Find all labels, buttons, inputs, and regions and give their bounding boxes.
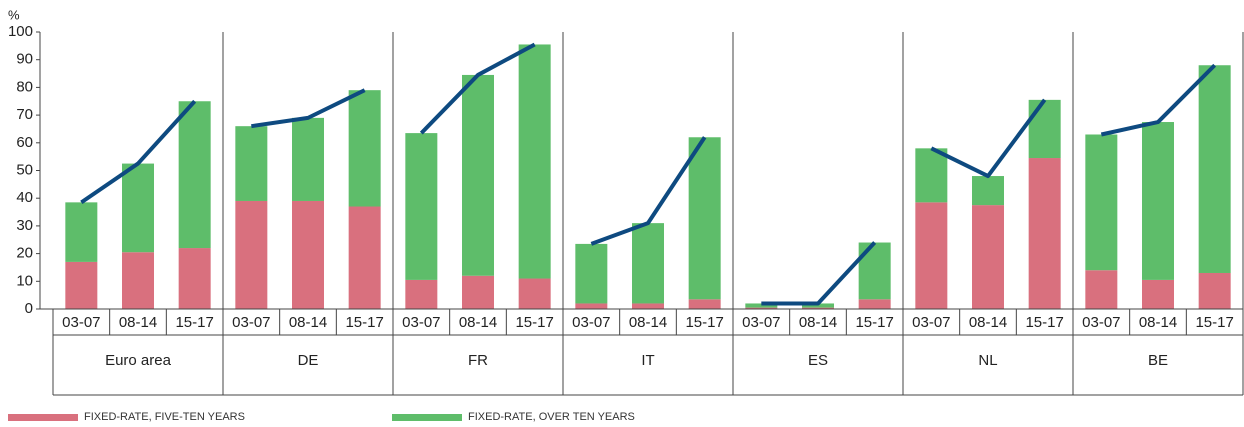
x-tick-label: 15-17 [685, 314, 723, 331]
bar-segment [1142, 279, 1174, 309]
x-tick-label: 08-14 [1139, 314, 1177, 331]
x-tick-label: 03-07 [62, 314, 100, 331]
bar-segment [858, 299, 891, 309]
y-tick-label: 40 [16, 189, 33, 206]
x-tick-label: 08-14 [289, 314, 327, 331]
x-tick-label: 15-17 [175, 314, 213, 331]
bar-segment [178, 248, 211, 309]
bar-segment [65, 202, 98, 262]
bar-segment [802, 303, 834, 308]
bar-segment [1085, 134, 1118, 271]
x-tick-label: 08-14 [119, 314, 157, 331]
bar-segment [745, 307, 778, 309]
group-label: IT [641, 352, 655, 369]
bar-segment [235, 200, 268, 309]
bar-segment [348, 206, 381, 309]
bar-segment [462, 275, 494, 309]
bar-segment [518, 44, 551, 279]
bar-segment [1028, 158, 1061, 309]
y-tick-label: 70 [16, 106, 33, 123]
x-tick-label: 03-07 [232, 314, 270, 331]
group-label: Euro area [105, 352, 171, 369]
x-tick-label: 03-07 [572, 314, 610, 331]
bar-segment [972, 205, 1004, 309]
line-series [251, 88, 366, 129]
y-tick-label: 30 [16, 217, 33, 234]
y-tick-label: 20 [16, 245, 33, 262]
bar-segment [972, 176, 1004, 206]
bar-segment [575, 243, 608, 304]
bar-segment [122, 163, 154, 253]
group-label: ES [807, 352, 828, 369]
bar-segment [915, 202, 948, 309]
line-series [590, 136, 707, 246]
line-series [80, 99, 197, 205]
bar-segment [688, 299, 721, 309]
bar-segment [745, 303, 778, 308]
x-tick-label: 08-14 [969, 314, 1007, 331]
bar-segment [632, 303, 664, 309]
bar-segment [1142, 122, 1174, 280]
x-tick-label: 08-14 [459, 314, 497, 331]
y-tick-label: 80 [16, 78, 33, 95]
bar-segment [122, 252, 154, 309]
y-tick-label: 0 [25, 300, 33, 317]
bar-segment [405, 279, 438, 309]
x-tick-label: 15-17 [1195, 314, 1233, 331]
legend-swatch [392, 414, 462, 421]
x-tick-label: 15-17 [1025, 314, 1063, 331]
x-tick-label: 15-17 [345, 314, 383, 331]
bar-segment [292, 117, 324, 201]
bar-segment [1198, 65, 1231, 273]
x-tick-label: 03-07 [1082, 314, 1120, 331]
y-axis-label: % [8, 7, 20, 22]
line-series [1100, 63, 1217, 137]
bar-segment [235, 126, 268, 201]
bar-segment [178, 101, 211, 249]
bar-segment [1028, 99, 1061, 159]
y-tick-label: 10 [16, 272, 33, 289]
y-tick-label: 90 [16, 51, 33, 68]
bar-segment [462, 74, 494, 276]
line-series [419, 42, 536, 135]
line-series [761, 241, 877, 306]
bar-segment [632, 223, 664, 304]
y-tick-label: 50 [16, 161, 33, 178]
bar-segment [405, 133, 438, 280]
bar-segment [65, 261, 98, 309]
y-tick-label: 100 [8, 23, 33, 40]
bar-segment [292, 200, 324, 309]
bar-segment [575, 303, 608, 309]
group-label: BE [1147, 352, 1168, 369]
legend-swatch [8, 414, 78, 421]
legend-label: FIXED-RATE, FIVE-TEN YEARS [84, 411, 245, 423]
bar-segment [915, 148, 948, 203]
legend-label: FIXED-RATE, OVER TEN YEARS [468, 411, 635, 423]
bar-segment [802, 307, 834, 309]
bar-segment [1085, 270, 1118, 309]
group-label: FR [468, 352, 488, 369]
x-tick-label: 03-07 [402, 314, 440, 331]
x-tick-label: 08-14 [629, 314, 667, 331]
x-tick-label: 03-07 [742, 314, 780, 331]
x-tick-label: 15-17 [515, 314, 553, 331]
x-tick-label: 15-17 [855, 314, 893, 331]
y-tick-label: 60 [16, 134, 33, 151]
bar-segment [518, 278, 551, 309]
x-tick-label: 03-07 [912, 314, 950, 331]
bar-segment [858, 242, 891, 300]
x-tick-label: 08-14 [799, 314, 837, 331]
line-series [930, 98, 1047, 179]
bar-segment [688, 137, 721, 300]
group-label: DE [297, 352, 319, 369]
bar-segment [348, 90, 381, 207]
bar-segment [1198, 272, 1231, 309]
group-label: NL [978, 352, 998, 369]
